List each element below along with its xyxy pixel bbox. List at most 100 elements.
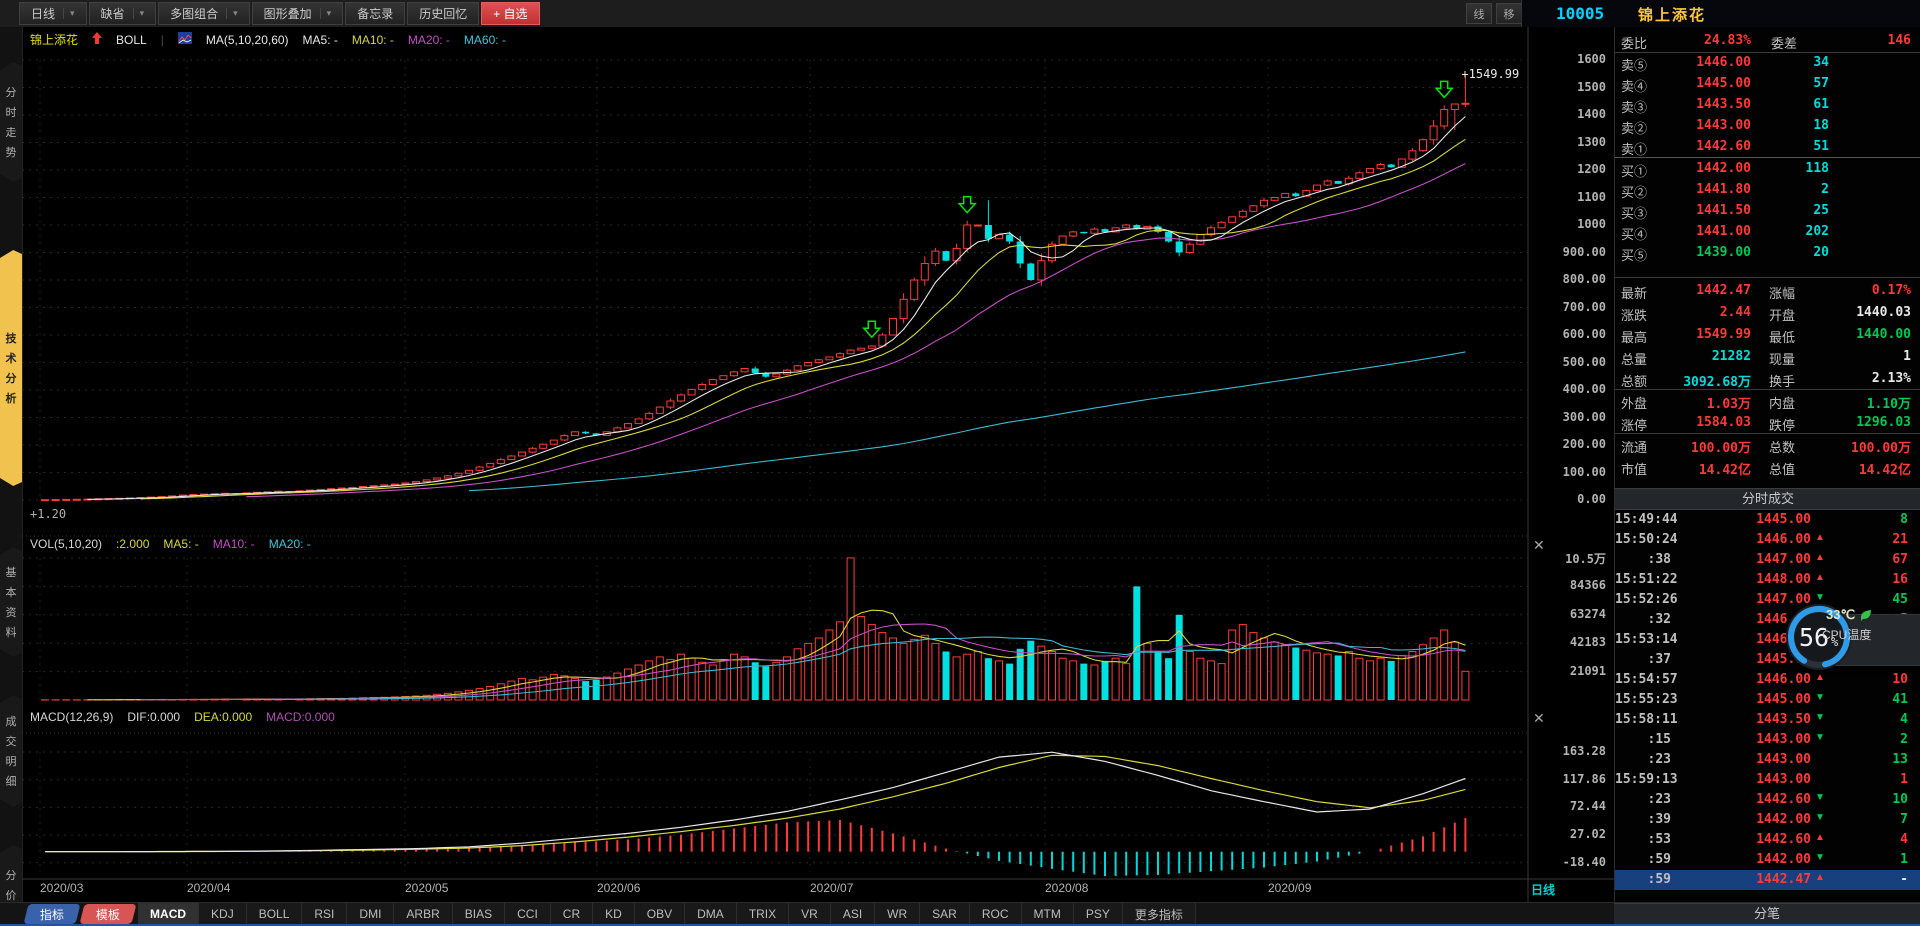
menu-item-6[interactable]: 历史回忆 <box>407 2 480 25</box>
menu-item-7[interactable]: + 自选 <box>481 2 540 25</box>
x-axis-label: 2020/09 <box>1268 881 1312 895</box>
indicator-button-DMA[interactable]: DMA <box>685 903 737 925</box>
trade-row-11[interactable]: 15:58:11 1443.50 ▼ 4 <box>1615 710 1920 730</box>
sidebar-item-char: 本 <box>5 587 17 599</box>
indicator-button-KDJ[interactable]: KDJ <box>199 903 247 925</box>
menu-item-5[interactable]: 备忘录 <box>345 2 406 25</box>
chevron-down-icon[interactable]: ▾ <box>63 8 75 19</box>
trade-row-13[interactable]: :23 1443.00 13 <box>1615 750 1920 770</box>
sidebar-item-4[interactable]: 成交明细 <box>0 695 22 807</box>
indicator-button-KD[interactable]: KD <box>593 903 635 925</box>
trade-row-17[interactable]: :53 1442.60 ▲ 4 <box>1615 830 1920 850</box>
close-icon[interactable]: ✕ <box>1533 537 1545 553</box>
indicator-button-DMI[interactable]: DMI <box>347 903 395 925</box>
trade-row-18[interactable]: :59 1442.00 ▼ 1 <box>1615 850 1920 870</box>
trade-row-14[interactable]: 15:59:13 1443.00 1 <box>1615 770 1920 790</box>
menu-item-4[interactable]: 图形叠加 ▾ <box>251 2 344 25</box>
tool-button-2[interactable]: 移 <box>1496 3 1522 24</box>
bid-row-3[interactable]: 买③ 1441.50 25 <box>1615 201 1920 222</box>
sidebar-item-2[interactable]: 技术分析 <box>0 250 22 486</box>
ask-row-5[interactable]: 卖⑤ 1446.00 34 <box>1615 53 1920 74</box>
trade-row-19[interactable]: :59 1442.47 ▲ - <box>1615 870 1920 890</box>
chevron-down-icon[interactable]: ▾ <box>226 8 238 19</box>
indicator-button-CCI[interactable]: CCI <box>505 903 551 925</box>
bid-row-5[interactable]: 买⑤ 1439.00 20 <box>1615 243 1920 264</box>
trade-row-10[interactable]: 15:55:23 1445.00 ▼ 41 <box>1615 690 1920 710</box>
level-volume: 20 <box>1813 245 1829 260</box>
ask-row-4[interactable]: 卖④ 1445.00 57 <box>1615 74 1920 95</box>
trade-volume: 13 <box>1892 752 1908 767</box>
ask-row-1[interactable]: 卖① 1442.60 51 <box>1615 137 1920 158</box>
trade-row-16[interactable]: :39 1442.00 ▼ 7 <box>1615 810 1920 830</box>
trade-direction-icon: ▲ <box>1815 532 1825 543</box>
indicator-button-PSY[interactable]: PSY <box>1073 903 1123 925</box>
indicator-button-ROC[interactable]: ROC <box>969 903 1022 925</box>
volume-axis-label: 42183 <box>1569 635 1606 650</box>
ask-row-3[interactable]: 卖③ 1443.50 61 <box>1615 95 1920 116</box>
close-icon[interactable]: ✕ <box>1533 710 1545 726</box>
chevron-down-icon[interactable]: ▾ <box>132 8 144 19</box>
menu-item-2[interactable]: 缺省 ▾ <box>88 2 157 25</box>
level-label: 卖③ <box>1621 100 1648 115</box>
stat-value: 1440.00 <box>1856 327 1911 342</box>
indicator-button-WR[interactable]: WR <box>875 903 921 925</box>
candlestick-chart[interactable]: +1549.99 +1.20 <box>22 27 1614 902</box>
indicator-button-ARBR[interactable]: ARBR <box>394 903 453 925</box>
sidebar-item-3[interactable]: 基本资料 <box>0 547 22 657</box>
indicator-button-BOLL[interactable]: BOLL <box>246 903 303 925</box>
trade-row-2[interactable]: 15:50:24 1446.00 ▲ 21 <box>1615 530 1920 550</box>
bottom-tab-2[interactable]: 模板 <box>79 904 137 924</box>
trade-time: :23 <box>1647 792 1671 807</box>
trade-row-4[interactable]: 15:51:22 1448.00 ▲ 16 <box>1615 570 1920 590</box>
trade-time: :15 <box>1647 732 1671 747</box>
stat-value: 1296.03 <box>1856 415 1911 430</box>
trade-row-12[interactable]: :15 1443.00 ▼ 2 <box>1615 730 1920 750</box>
chevron-down-icon[interactable]: ▾ <box>319 8 331 19</box>
level-price: 1441.00 <box>1696 224 1751 239</box>
indicator-button-MACD[interactable]: MACD <box>138 903 200 925</box>
tool-button-1[interactable]: 线 <box>1466 3 1492 24</box>
trade-row-1[interactable]: 15:49:44 1445.00 8 <box>1615 510 1920 530</box>
indicator-button-VR[interactable]: VR <box>789 903 831 925</box>
indicator-button-CR[interactable]: CR <box>550 903 594 925</box>
menu-item-3[interactable]: 多图组合 ▾ <box>158 2 250 25</box>
cpu-temperature-widget[interactable]: 56 % 33℃ CPU温度 <box>1782 600 1920 678</box>
indicator-button-ASI[interactable]: ASI <box>830 903 876 925</box>
trade-volume: 8 <box>1900 512 1908 527</box>
svg-text:+1.20: +1.20 <box>30 507 66 521</box>
indicator-button-BIAS[interactable]: BIAS <box>452 903 506 925</box>
menu-item-1[interactable]: 日线 ▾ <box>19 2 87 25</box>
indicator-button-TRIX[interactable]: TRIX <box>736 903 790 925</box>
indicator-label: MA10: - <box>351 32 394 47</box>
panel-footer[interactable]: 分笔 <box>1614 903 1920 925</box>
trade-volume: 10 <box>1892 792 1908 807</box>
macd-axis-label: -18.40 <box>1562 854 1606 869</box>
trade-row-5[interactable]: 15:52:26 1447.00 ▼ 45 <box>1615 590 1920 610</box>
indicator-button-OBV[interactable]: OBV <box>634 903 686 925</box>
level-price: 1443.00 <box>1696 118 1751 133</box>
stat-value: 0.17% <box>1871 283 1911 298</box>
bottom-tab-1[interactable]: 指标 <box>23 904 81 924</box>
bid-row-1[interactable]: 买① 1442.00 118 <box>1615 159 1920 180</box>
period-label[interactable]: 日线 <box>1531 883 1556 897</box>
bid-row-4[interactable]: 买④ 1441.00 202 <box>1615 222 1920 243</box>
trade-row-9[interactable]: 15:54:57 1446.00 ▲ 10 <box>1615 670 1920 690</box>
trade-row-15[interactable]: :23 1442.60 ▼ 10 <box>1615 790 1920 810</box>
indicator-label: MA10: - <box>212 537 255 551</box>
trade-row-3[interactable]: :38 1447.00 ▲ 67 <box>1615 550 1920 570</box>
stat-value: 2.13% <box>1871 371 1911 386</box>
bid-row-2[interactable]: 买② 1441.80 2 <box>1615 180 1920 201</box>
stat-label: 总值 <box>1769 462 1796 477</box>
stat-value: 2.44 <box>1719 305 1751 320</box>
trade-direction-icon: ▲ <box>1815 552 1825 563</box>
sidebar-item-char: 基 <box>5 567 17 579</box>
ask-row-2[interactable]: 卖② 1443.00 18 <box>1615 116 1920 137</box>
sidebar-item-1[interactable]: 分时走势 <box>0 62 22 182</box>
indicator-button-更多指标[interactable]: 更多指标 <box>1122 903 1196 925</box>
price-axis-label: 1500 <box>1577 79 1606 94</box>
trade-price: 1443.00 <box>1756 772 1811 787</box>
indicator-button-SAR[interactable]: SAR <box>920 903 970 925</box>
weibi-value: 24.83% <box>1704 33 1751 48</box>
indicator-button-MTM[interactable]: MTM <box>1021 903 1074 925</box>
indicator-button-RSI[interactable]: RSI <box>302 903 348 925</box>
